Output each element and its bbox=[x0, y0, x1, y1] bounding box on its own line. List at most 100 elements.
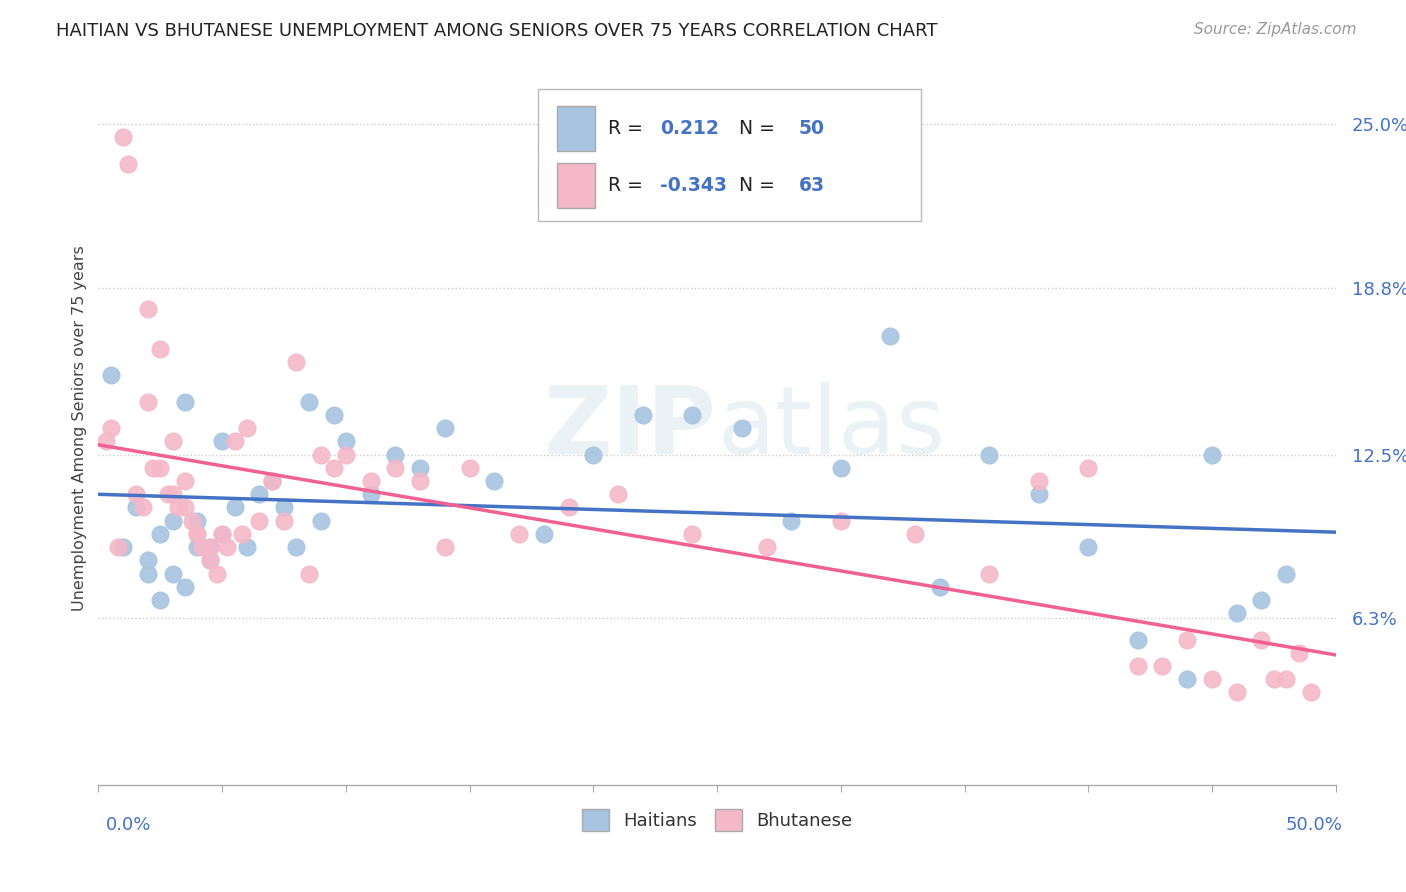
Point bbox=[94, 434, 117, 449]
Point bbox=[384, 448, 406, 462]
Point bbox=[107, 540, 129, 554]
Point bbox=[557, 500, 579, 515]
Point bbox=[360, 487, 382, 501]
Text: Source: ZipAtlas.com: Source: ZipAtlas.com bbox=[1194, 22, 1357, 37]
Text: 0.0%: 0.0% bbox=[105, 816, 150, 834]
Text: R =: R = bbox=[609, 119, 650, 138]
Point bbox=[979, 566, 1001, 581]
Point bbox=[879, 328, 901, 343]
Point bbox=[100, 421, 122, 435]
Point bbox=[174, 580, 197, 594]
Point bbox=[211, 527, 233, 541]
Point bbox=[273, 514, 295, 528]
Point bbox=[156, 487, 179, 501]
Point bbox=[979, 448, 1001, 462]
Point bbox=[124, 500, 146, 515]
Point bbox=[1077, 540, 1099, 554]
Text: 0.212: 0.212 bbox=[661, 119, 718, 138]
Point bbox=[681, 408, 703, 422]
Point bbox=[198, 553, 221, 567]
Text: N =: N = bbox=[727, 176, 780, 195]
Text: HAITIAN VS BHUTANESE UNEMPLOYMENT AMONG SENIORS OVER 75 YEARS CORRELATION CHART: HAITIAN VS BHUTANESE UNEMPLOYMENT AMONG … bbox=[56, 22, 938, 40]
Point bbox=[224, 500, 246, 515]
Point bbox=[1275, 566, 1298, 581]
Point bbox=[1028, 487, 1050, 501]
Point bbox=[631, 408, 654, 422]
Point bbox=[309, 448, 332, 462]
Point bbox=[1226, 685, 1249, 699]
Text: -0.343: -0.343 bbox=[661, 176, 727, 195]
Point bbox=[162, 566, 184, 581]
Point bbox=[211, 527, 233, 541]
Point bbox=[904, 527, 927, 541]
Point bbox=[260, 474, 283, 488]
Point bbox=[198, 540, 221, 554]
Text: N =: N = bbox=[727, 119, 780, 138]
Point bbox=[384, 460, 406, 475]
Point bbox=[533, 527, 555, 541]
Point bbox=[117, 157, 139, 171]
Point bbox=[1126, 659, 1149, 673]
Point bbox=[1201, 672, 1223, 686]
Point bbox=[582, 448, 605, 462]
Point bbox=[100, 368, 122, 383]
Point bbox=[285, 355, 308, 369]
Point bbox=[247, 514, 270, 528]
Text: ZIP: ZIP bbox=[544, 382, 717, 475]
FancyBboxPatch shape bbox=[557, 106, 595, 151]
Point bbox=[162, 514, 184, 528]
Point bbox=[830, 460, 852, 475]
Point bbox=[174, 474, 197, 488]
Point bbox=[681, 527, 703, 541]
Point bbox=[830, 514, 852, 528]
Text: R =: R = bbox=[609, 176, 650, 195]
Point bbox=[1250, 593, 1272, 607]
Point bbox=[149, 342, 172, 356]
Point bbox=[1175, 632, 1198, 647]
Point bbox=[1275, 672, 1298, 686]
Point bbox=[112, 130, 135, 145]
Point bbox=[484, 474, 506, 488]
Text: 63: 63 bbox=[799, 176, 825, 195]
Text: 50: 50 bbox=[799, 119, 825, 138]
Point bbox=[458, 460, 481, 475]
Point bbox=[136, 566, 159, 581]
Y-axis label: Unemployment Among Seniors over 75 years: Unemployment Among Seniors over 75 years bbox=[72, 245, 87, 611]
Point bbox=[112, 540, 135, 554]
Point bbox=[322, 408, 344, 422]
Point bbox=[322, 460, 344, 475]
Point bbox=[1152, 659, 1174, 673]
Point bbox=[409, 460, 432, 475]
FancyBboxPatch shape bbox=[557, 163, 595, 208]
Point bbox=[433, 540, 456, 554]
Point bbox=[205, 566, 228, 581]
Point bbox=[181, 514, 204, 528]
Point bbox=[260, 474, 283, 488]
Point bbox=[191, 540, 214, 554]
Point bbox=[433, 421, 456, 435]
Point bbox=[409, 474, 432, 488]
Point bbox=[508, 527, 530, 541]
Point bbox=[149, 460, 172, 475]
Point bbox=[298, 566, 321, 581]
Point bbox=[217, 540, 239, 554]
Point bbox=[1250, 632, 1272, 647]
Point bbox=[149, 593, 172, 607]
Point bbox=[186, 514, 208, 528]
Point bbox=[1226, 606, 1249, 620]
Point bbox=[360, 474, 382, 488]
Point bbox=[224, 434, 246, 449]
Point bbox=[162, 434, 184, 449]
Point bbox=[1263, 672, 1285, 686]
Point bbox=[335, 448, 357, 462]
Point bbox=[162, 487, 184, 501]
Point bbox=[273, 500, 295, 515]
Point bbox=[1028, 474, 1050, 488]
Point bbox=[928, 580, 950, 594]
Point bbox=[1201, 448, 1223, 462]
Point bbox=[1299, 685, 1322, 699]
Point bbox=[174, 394, 197, 409]
Point bbox=[1077, 460, 1099, 475]
Point bbox=[607, 487, 630, 501]
FancyBboxPatch shape bbox=[537, 89, 921, 221]
